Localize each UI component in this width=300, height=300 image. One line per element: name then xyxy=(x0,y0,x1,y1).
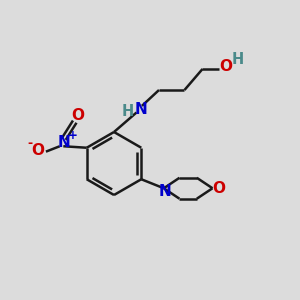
Text: O: O xyxy=(71,108,84,122)
Text: O: O xyxy=(219,59,232,74)
Text: +: + xyxy=(68,129,78,142)
Text: N: N xyxy=(159,184,172,199)
Text: N: N xyxy=(135,102,147,117)
Text: H: H xyxy=(232,52,244,67)
Text: -: - xyxy=(27,137,32,150)
Text: O: O xyxy=(31,143,44,158)
Text: H: H xyxy=(122,103,134,118)
Text: N: N xyxy=(58,135,70,150)
Text: O: O xyxy=(213,181,226,196)
